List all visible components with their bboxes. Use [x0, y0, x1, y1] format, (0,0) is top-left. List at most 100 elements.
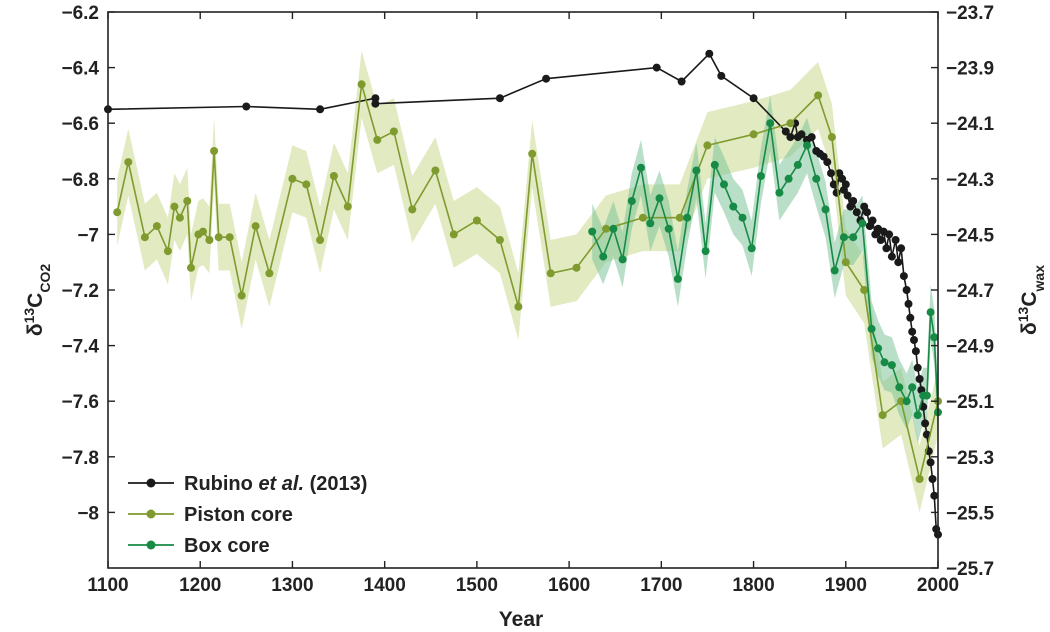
data-point: [852, 208, 861, 217]
x-tick-label: 1200: [179, 575, 221, 596]
y-left-tick-label: −7.6: [61, 392, 99, 413]
data-point: [738, 213, 747, 222]
y-axis-right-title: δ13Cwax: [1015, 265, 1047, 335]
y-left-tick-label: −6.6: [61, 114, 99, 135]
data-point: [902, 397, 911, 406]
data-point: [867, 324, 876, 333]
data-point: [786, 119, 795, 128]
y-left-tick-label: −6.2: [61, 3, 99, 24]
data-point: [784, 174, 793, 183]
data-point: [170, 202, 179, 211]
data-point: [897, 397, 906, 406]
data-point: [911, 347, 920, 356]
data-point: [913, 363, 922, 372]
data-point: [814, 91, 823, 100]
data-point: [910, 336, 918, 344]
data-point: [627, 197, 636, 205]
data-point: [858, 219, 867, 228]
data-point: [495, 94, 504, 103]
data-point: [928, 475, 937, 483]
data-point: [187, 263, 195, 272]
data-point: [210, 147, 219, 155]
data-point: [373, 135, 382, 144]
data-point: [710, 160, 719, 169]
data-point: [894, 258, 903, 267]
legend-label: Rubino et al. (2013): [184, 473, 367, 495]
x-tick-label: 1300: [271, 575, 313, 596]
data-point: [357, 80, 366, 89]
data-point: [163, 247, 172, 256]
data-point: [930, 333, 939, 342]
series-1: [113, 80, 942, 483]
legend-marker: [146, 509, 156, 519]
legend-marker: [146, 478, 156, 488]
data-point: [113, 208, 122, 217]
data-point: [588, 227, 597, 236]
data-point: [655, 194, 664, 203]
data-point: [843, 191, 852, 200]
data-point: [288, 174, 297, 183]
data-point: [675, 213, 684, 222]
data-point: [926, 308, 935, 317]
data-point: [849, 233, 858, 242]
data-point: [863, 208, 871, 217]
data-point: [316, 236, 325, 244]
data-point: [812, 174, 821, 183]
data-point: [874, 344, 883, 353]
data-point: [915, 375, 924, 383]
data-point: [803, 141, 811, 150]
data-point: [495, 236, 504, 244]
data-point: [749, 130, 758, 139]
x-tick-label: 1100: [87, 575, 128, 596]
x-tick-label: 1600: [548, 575, 590, 596]
data-point: [849, 197, 858, 205]
data-point: [841, 258, 850, 267]
x-tick-label: 1900: [825, 575, 867, 596]
y-right-tick-label: −24.3: [946, 170, 994, 191]
data-point: [389, 127, 398, 136]
data-point: [646, 219, 655, 228]
data-point: [692, 166, 701, 175]
x-tick-label: 1500: [456, 575, 498, 596]
data-point: [205, 236, 214, 244]
data-point: [729, 202, 738, 211]
data-point: [749, 94, 758, 103]
data-point: [921, 419, 930, 428]
data-point: [329, 172, 338, 180]
legend-marker: [146, 540, 156, 550]
data-point: [618, 255, 627, 264]
data-point: [572, 263, 581, 272]
data-point: [652, 63, 661, 72]
data-point: [906, 313, 915, 322]
data-point: [124, 158, 133, 167]
data-point: [832, 188, 841, 197]
data-point: [876, 236, 885, 244]
x-tick-label: 2000: [917, 575, 959, 596]
data-point: [823, 158, 832, 167]
axes: 1100 1200 1300 1400 1500 1600 1700 1800 1900 2000…: [61, 3, 994, 596]
y-left-tick-label: −7.2: [61, 281, 99, 302]
series-layer: [104, 49, 942, 539]
x-tick-label: 1400: [364, 575, 406, 596]
data-point: [899, 272, 908, 281]
data-point: [225, 233, 234, 242]
data-point: [775, 188, 784, 197]
data-point: [637, 163, 645, 172]
data-point: [897, 244, 906, 253]
data-point: [602, 224, 610, 233]
data-point: [880, 358, 889, 367]
data-point: [827, 169, 835, 178]
data-point: [720, 180, 728, 189]
data-point: [703, 141, 712, 150]
data-point: [251, 222, 260, 231]
data-point: [705, 49, 714, 58]
data-point: [677, 77, 686, 86]
data-point: [860, 286, 869, 294]
data-point: [793, 160, 802, 169]
data-point: [913, 411, 922, 420]
data-point: [821, 205, 830, 214]
data-point: [242, 102, 251, 111]
data-point: [431, 166, 440, 175]
data-point: [638, 213, 647, 222]
